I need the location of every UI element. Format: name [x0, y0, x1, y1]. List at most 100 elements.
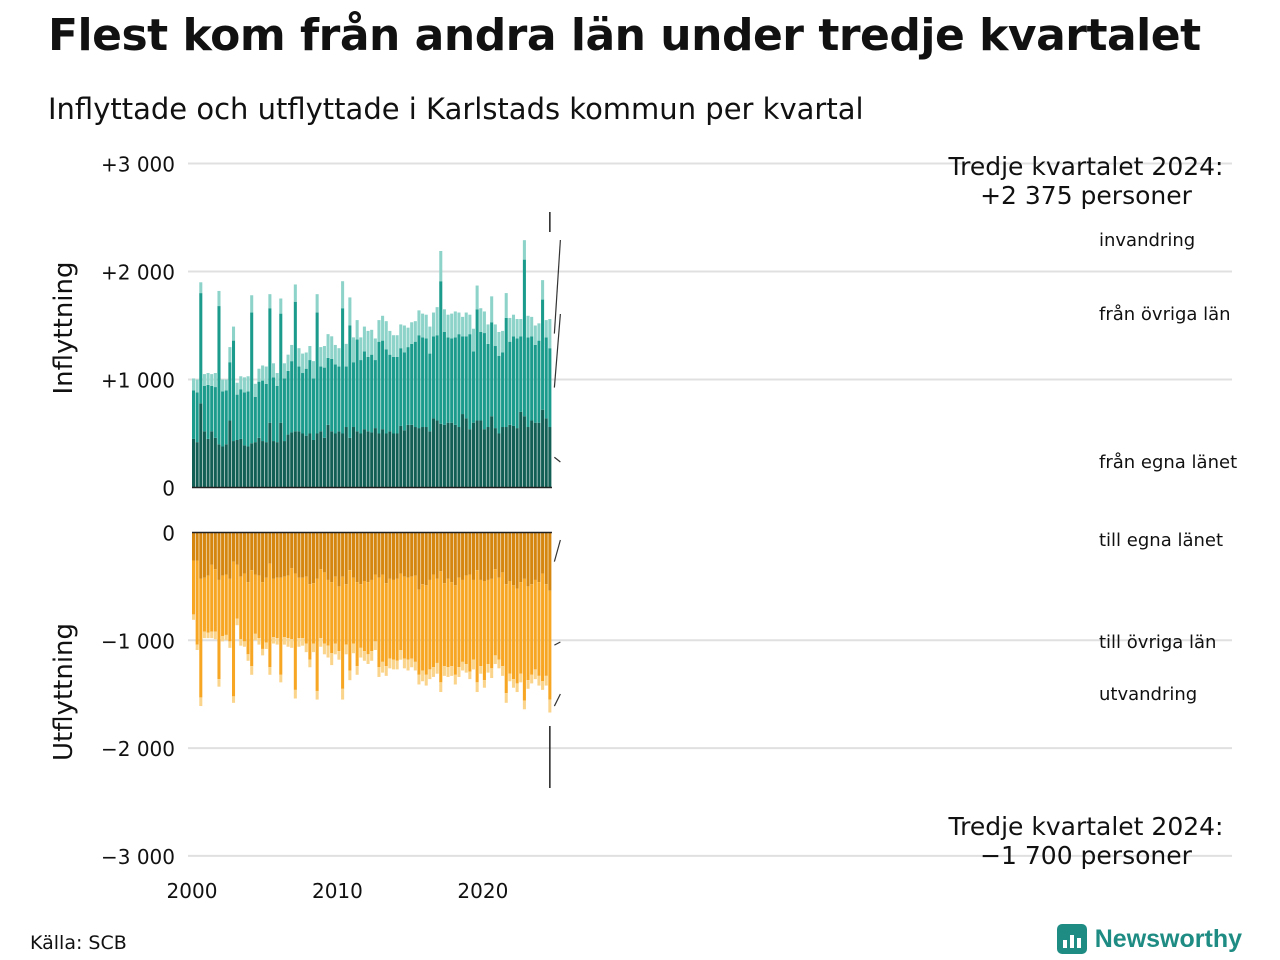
bar-segment-invandring [519, 319, 523, 337]
bar-segment-från-övriga-län [344, 366, 348, 428]
bar-segment-till-egna-länet [537, 532, 541, 583]
bar-segment-från-egna-länet [293, 431, 297, 488]
bar-segment-från-övriga-län [257, 381, 261, 438]
bar-segment-utvandring [202, 631, 206, 639]
bar-segment-invandring [279, 298, 283, 314]
bar-segment-invandring [232, 326, 236, 341]
bar-segment-från-övriga-län [450, 338, 454, 423]
bar-segment-från-egna-länet [428, 431, 432, 488]
series-label: från övriga län [1099, 304, 1231, 325]
bar-segment-utvandring [381, 661, 385, 673]
bar-segment-från-övriga-län [250, 312, 254, 444]
x-tick-label: 2010 [312, 879, 363, 903]
series-label: till egna länet [1099, 530, 1223, 551]
bar-segment-till-egna-länet [395, 532, 399, 579]
bar-segment-till-övriga-län [308, 584, 312, 660]
bar-segment-från-egna-länet [424, 427, 428, 488]
bar-segment-från-övriga-län [431, 336, 436, 419]
bar-segment-till-egna-länet [373, 532, 377, 575]
bar-segment-till-övriga-län [301, 577, 305, 639]
bar-segment-till-övriga-län [530, 584, 534, 675]
bar-segment-till-övriga-län [526, 586, 530, 681]
bar-segment-till-övriga-län [232, 561, 236, 697]
bar-segment-till-egna-länet [519, 532, 523, 583]
bar-segment-från-egna-länet [413, 427, 417, 488]
bar-segment-till-egna-länet [413, 532, 417, 576]
bar-segment-från-övriga-län [359, 360, 363, 434]
bar-segment-från-egna-länet [250, 443, 254, 488]
bar-segment-till-egna-länet [366, 532, 370, 583]
y-tick-label: +2 000 [101, 261, 175, 285]
bar-segment-invandring [293, 284, 297, 302]
newsworthy-icon [1056, 924, 1087, 954]
bar-segment-till-egna-länet [446, 532, 450, 579]
bar-segment-till-egna-länet [232, 532, 236, 562]
bar-segment-invandring [206, 373, 210, 385]
brand-logo[interactable]: Newsworthy [1056, 924, 1242, 954]
bar-segment-till-egna-länet [475, 532, 479, 571]
bar-segment-till-egna-länet [290, 532, 294, 569]
bar-segment-till-egna-länet [326, 532, 330, 580]
bar-segment-till-egna-länet [428, 532, 432, 580]
series-label-leader [553, 693, 561, 707]
bar-segment-från-övriga-län [522, 259, 526, 417]
bar-segment-invandring [264, 366, 268, 384]
bar-segment-invandring [242, 377, 246, 393]
bar-segment-utvandring [479, 666, 483, 674]
bar-segment-till-egna-länet [482, 532, 486, 582]
bar-segment-invandring [286, 354, 290, 371]
bar-segment-till-egna-länet [202, 532, 206, 578]
bar-segment-från-egna-länet [322, 437, 326, 488]
bar-segment-från-övriga-län [217, 306, 221, 445]
bar-segment-till-egna-länet [199, 532, 203, 579]
bar-segment-invandring [399, 324, 403, 349]
bar-segment-från-egna-länet [246, 446, 250, 488]
bar-segment-från-egna-länet [522, 416, 526, 488]
bar-segment-till-egna-länet [297, 532, 301, 578]
bar-segment-från-övriga-län [504, 317, 508, 428]
bar-segment-från-övriga-län [479, 331, 483, 421]
bar-segment-från-egna-länet [351, 427, 356, 488]
bar-segment-från-övriga-län [457, 334, 461, 428]
grid-lines [188, 162, 1232, 857]
bar-segment-invandring [450, 313, 454, 339]
bar-segment-invandring [315, 294, 319, 313]
bar-segment-från-övriga-län [446, 337, 450, 423]
bar-segment-till-övriga-län [486, 579, 490, 665]
bar-segment-från-egna-länet [508, 424, 512, 488]
bar-segment-invandring [424, 314, 428, 339]
bar-segment-från-egna-länet [239, 438, 243, 488]
bar-segment-till-egna-länet [461, 532, 465, 580]
bar-segment-från-övriga-län [192, 390, 196, 439]
bar-segment-från-egna-länet [377, 433, 381, 488]
bar-segment-från-övriga-län [537, 340, 541, 423]
bar-segment-invandring [435, 307, 439, 336]
bar-segment-från-egna-länet [341, 433, 345, 488]
bar-segment-till-övriga-län [471, 579, 476, 660]
bar-segment-från-egna-länet [417, 428, 421, 488]
bar-segment-från-egna-länet [519, 411, 523, 488]
bar-segment-till-övriga-län [515, 588, 519, 684]
bar-segment-till-egna-länet [384, 532, 388, 584]
bar-segment-till-egna-länet [493, 532, 497, 570]
bar-segment-till-övriga-län [242, 573, 246, 642]
bar-segment-till-övriga-län [435, 578, 439, 663]
series-label: från egna länet [1099, 452, 1237, 473]
bar-segment-utvandring [290, 639, 294, 648]
bar-segment-till-övriga-län [431, 574, 436, 668]
bar-segment-från-egna-länet [442, 424, 446, 488]
bar-segment-invandring [228, 347, 232, 363]
bar-segment-till-egna-länet [279, 532, 283, 578]
bar-segment-till-egna-länet [541, 532, 545, 574]
bar-segment-till-övriga-län [508, 581, 512, 674]
bar-segment-till-egna-länet [486, 532, 490, 580]
bar-segment-utvandring [442, 666, 446, 676]
bar-segment-till-övriga-län [446, 578, 450, 668]
bar-segment-till-egna-länet [402, 532, 406, 577]
bar-segment-till-egna-länet [224, 532, 228, 575]
bar-segment-invandring [261, 365, 265, 381]
bar-segment-från-egna-länet [348, 437, 352, 488]
bar-segment-från-övriga-län [468, 334, 472, 430]
bar-segment-från-övriga-län [399, 348, 403, 426]
y-axis-label-bottom: Utflyttning [49, 623, 79, 761]
